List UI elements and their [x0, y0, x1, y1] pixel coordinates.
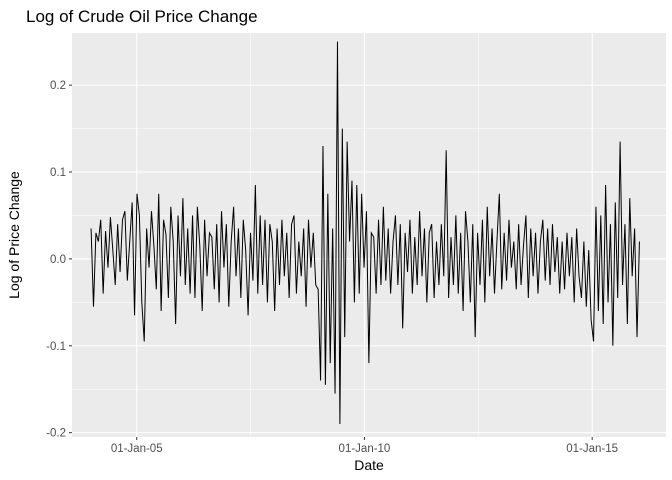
x-tick-label: 01-Jan-10 [339, 443, 391, 455]
y-tick-label: 0.0 [50, 254, 66, 266]
x-tick-label: 01-Jan-15 [566, 443, 618, 455]
y-tick-label: 0.2 [50, 80, 66, 92]
y-axis-label: Log of Price Change [6, 171, 22, 299]
x-tick-label: 01-Jan-05 [111, 443, 163, 455]
y-axis: -0.2 -0.1 0.0 0.1 0.2 [46, 80, 72, 440]
y-tick-label: -0.1 [46, 341, 66, 353]
x-axis: 01-Jan-05 01-Jan-10 01-Jan-15 [111, 437, 618, 455]
y-tick-label: 0.1 [50, 167, 66, 179]
y-tick-label: -0.2 [46, 428, 66, 440]
chart-title: Log of Crude Oil Price Change [26, 7, 258, 26]
series-line [90, 41, 640, 424]
x-axis-label: Date [354, 457, 384, 473]
